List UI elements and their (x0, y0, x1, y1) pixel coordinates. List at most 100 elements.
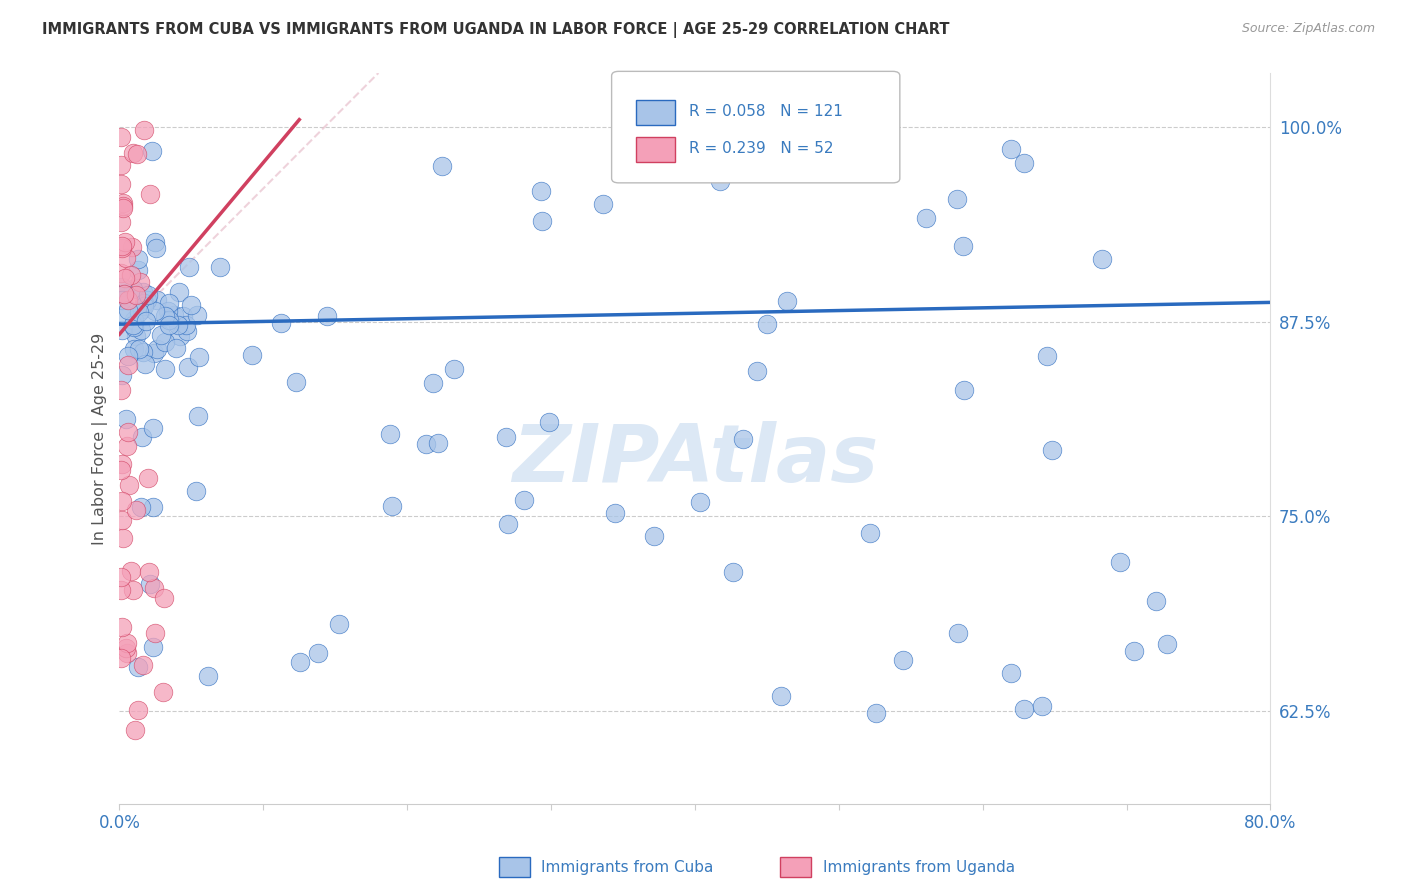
Point (1090, 252, 1112, 266)
Point (643, 529, 665, 543)
Point (112, 195, 135, 210)
Text: R = 0.239   N = 52: R = 0.239 N = 52 (689, 142, 834, 156)
Point (1014, 156, 1036, 170)
Point (142, 421, 165, 435)
Point (118, 478, 141, 492)
Text: ZIPAtlas: ZIPAtlas (512, 421, 879, 500)
Point (496, 517, 519, 532)
Point (155, 361, 177, 376)
Point (150, 328, 173, 343)
Point (124, 288, 146, 302)
Point (176, 324, 198, 338)
Point (110, 266, 132, 280)
Point (432, 159, 454, 173)
Point (125, 503, 148, 517)
Point (121, 318, 143, 333)
Point (115, 439, 138, 453)
Point (1031, 699, 1053, 714)
Point (110, 651, 132, 665)
Point (157, 318, 180, 332)
Point (531, 214, 554, 228)
Point (132, 299, 155, 313)
Point (146, 293, 169, 307)
Point (132, 657, 155, 672)
Text: Immigrants from Uganda: Immigrants from Uganda (823, 860, 1015, 874)
Point (1144, 594, 1167, 608)
Point (111, 241, 134, 255)
Point (114, 251, 136, 265)
Point (415, 437, 437, 451)
Point (135, 314, 157, 328)
Point (721, 566, 744, 580)
Point (142, 346, 165, 360)
Point (859, 525, 882, 540)
Point (495, 430, 517, 444)
Point (127, 263, 149, 277)
Point (142, 500, 165, 515)
Point (165, 341, 187, 355)
Point (122, 282, 145, 296)
Point (426, 436, 449, 450)
Point (208, 260, 231, 274)
Point (143, 581, 166, 595)
Point (110, 582, 132, 597)
Point (146, 343, 169, 357)
Point (132, 344, 155, 359)
Point (153, 335, 176, 350)
Point (381, 500, 404, 514)
Point (865, 706, 887, 720)
Point (114, 235, 136, 250)
Point (117, 425, 139, 440)
Point (110, 463, 132, 477)
Point (127, 660, 149, 674)
Point (172, 309, 194, 323)
Point (110, 158, 132, 172)
Point (756, 317, 779, 331)
Point (132, 285, 155, 299)
Point (1156, 637, 1178, 651)
Point (117, 358, 139, 372)
Point (776, 294, 799, 309)
Point (188, 351, 211, 365)
Point (112, 202, 135, 216)
Point (422, 376, 444, 390)
Point (179, 260, 201, 275)
Point (121, 240, 143, 254)
Point (131, 430, 153, 444)
Point (143, 235, 166, 249)
Point (124, 723, 146, 737)
Point (157, 295, 180, 310)
Point (914, 211, 936, 226)
Point (122, 145, 145, 160)
Point (117, 302, 139, 317)
Point (111, 620, 134, 634)
Point (270, 316, 292, 330)
Point (169, 328, 191, 343)
Point (134, 357, 156, 371)
Point (141, 145, 163, 159)
Point (1109, 555, 1132, 569)
Point (138, 565, 160, 579)
Point (689, 495, 711, 509)
Point (167, 285, 190, 300)
Point (110, 570, 132, 584)
Point (128, 342, 150, 356)
Point (138, 576, 160, 591)
Point (128, 305, 150, 319)
Point (111, 280, 134, 294)
Point (111, 457, 134, 471)
Point (139, 186, 162, 201)
Point (111, 494, 134, 508)
Point (891, 653, 914, 667)
Point (110, 383, 132, 397)
Point (111, 323, 134, 337)
Point (952, 239, 974, 253)
Point (122, 319, 145, 334)
Point (174, 318, 197, 333)
Point (136, 287, 159, 301)
Point (112, 286, 135, 301)
Point (530, 184, 553, 198)
Point (128, 276, 150, 290)
Point (153, 309, 176, 323)
Point (184, 483, 207, 498)
